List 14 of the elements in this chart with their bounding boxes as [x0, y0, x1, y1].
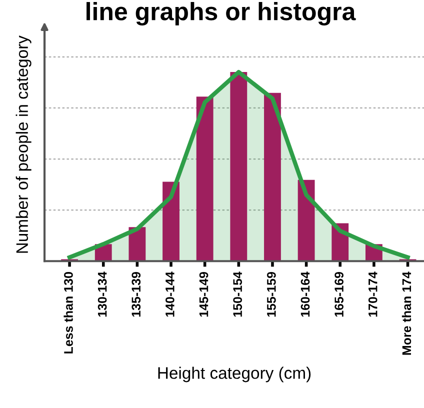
- chart-title: line graphs or histogra: [86, 2, 356, 26]
- x-tick-label: 170-174: [368, 272, 378, 317]
- x-tick-label: 160-164: [300, 272, 310, 317]
- x-tick-label: Less than 130: [64, 272, 73, 354]
- x-tick-label: 140-144: [166, 272, 174, 317]
- x-tick-label: 135-139: [132, 272, 141, 317]
- x-tick-label: 165-169: [334, 272, 344, 317]
- x-axis-title: Height category (cm): [158, 366, 311, 382]
- x-tick-label: 145-149: [199, 272, 208, 317]
- x-tick-label: More than 174: [402, 272, 412, 355]
- x-tick-label: 150-154: [233, 272, 242, 317]
- x-tick-label: 130-134: [98, 272, 107, 317]
- y-axis-title: Number of people in category: [16, 36, 32, 253]
- x-tick-label: 155-159: [266, 272, 276, 317]
